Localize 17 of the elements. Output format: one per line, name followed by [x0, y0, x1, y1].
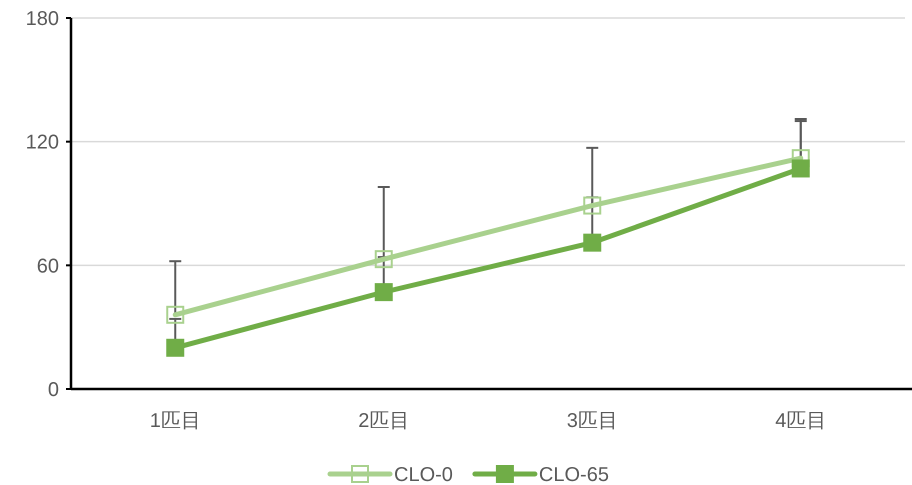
y-tick-label: 180: [26, 8, 59, 30]
point: [374, 283, 393, 302]
point: [792, 159, 810, 178]
x-tick-label: 3匹目: [566, 410, 618, 432]
x-tick-label: 2匹目: [358, 410, 410, 432]
y-tick-label: 60: [36, 255, 59, 278]
x-tick-label: 4匹目: [775, 410, 826, 432]
x-tick-label: 1匹目: [150, 410, 201, 432]
point: [583, 234, 602, 252]
point: [374, 250, 393, 268]
legend-label: CLO-65: [538, 464, 609, 485]
legend-label: CLO-0: [394, 464, 453, 485]
y-tick-label: 120: [26, 132, 59, 154]
point: [583, 196, 602, 215]
point: [166, 338, 184, 357]
y-tick-label: 0: [48, 379, 59, 401]
point: [166, 306, 184, 324]
